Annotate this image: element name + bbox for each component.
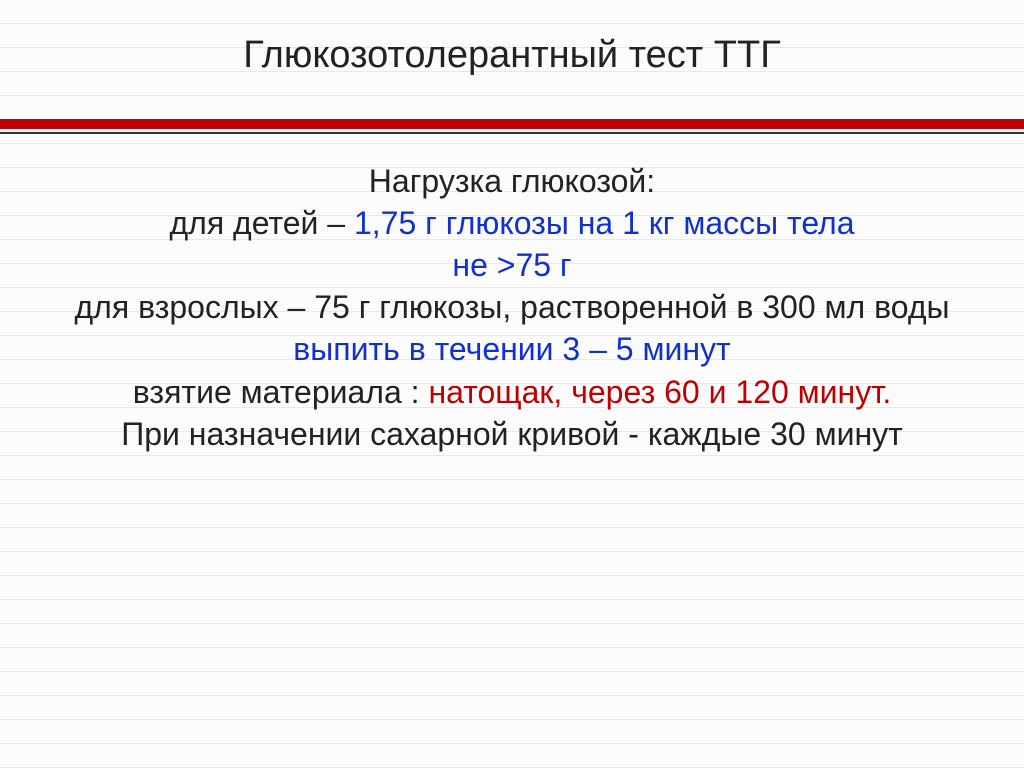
divider: [0, 119, 1024, 134]
line-adults: для взрослых – 75 г глюкозы, растворенно…: [34, 286, 990, 328]
text-plain: взятие материала :: [133, 374, 429, 410]
line-children-limit: не >75 г: [34, 244, 990, 286]
line-children: для детей – 1,75 г глюкозы на 1 кг массы…: [34, 202, 990, 244]
text-plain: для детей –: [169, 205, 354, 241]
text-highlight-red: натощак, через 60 и 120 минут.: [428, 374, 891, 410]
line-drink: выпить в течении 3 – 5 минут: [34, 328, 990, 370]
divider-thin: [0, 132, 1024, 134]
line-curve: При назначении сахарной кривой - каждые …: [34, 413, 990, 455]
slide-title: Глюкозотолерантный тест ТТГ: [0, 0, 1024, 77]
divider-red: [0, 119, 1024, 129]
text-highlight-blue: 1,75 г глюкозы на 1 кг массы тела: [354, 205, 855, 241]
slide-body: Нагрузка глюкозой: для детей – 1,75 г гл…: [0, 160, 1024, 456]
slide: Глюкозотолерантный тест ТТГ Нагрузка глю…: [0, 0, 1024, 768]
subtitle: Нагрузка глюкозой:: [34, 160, 990, 202]
line-sample: взятие материала : натощак, через 60 и 1…: [34, 371, 990, 413]
